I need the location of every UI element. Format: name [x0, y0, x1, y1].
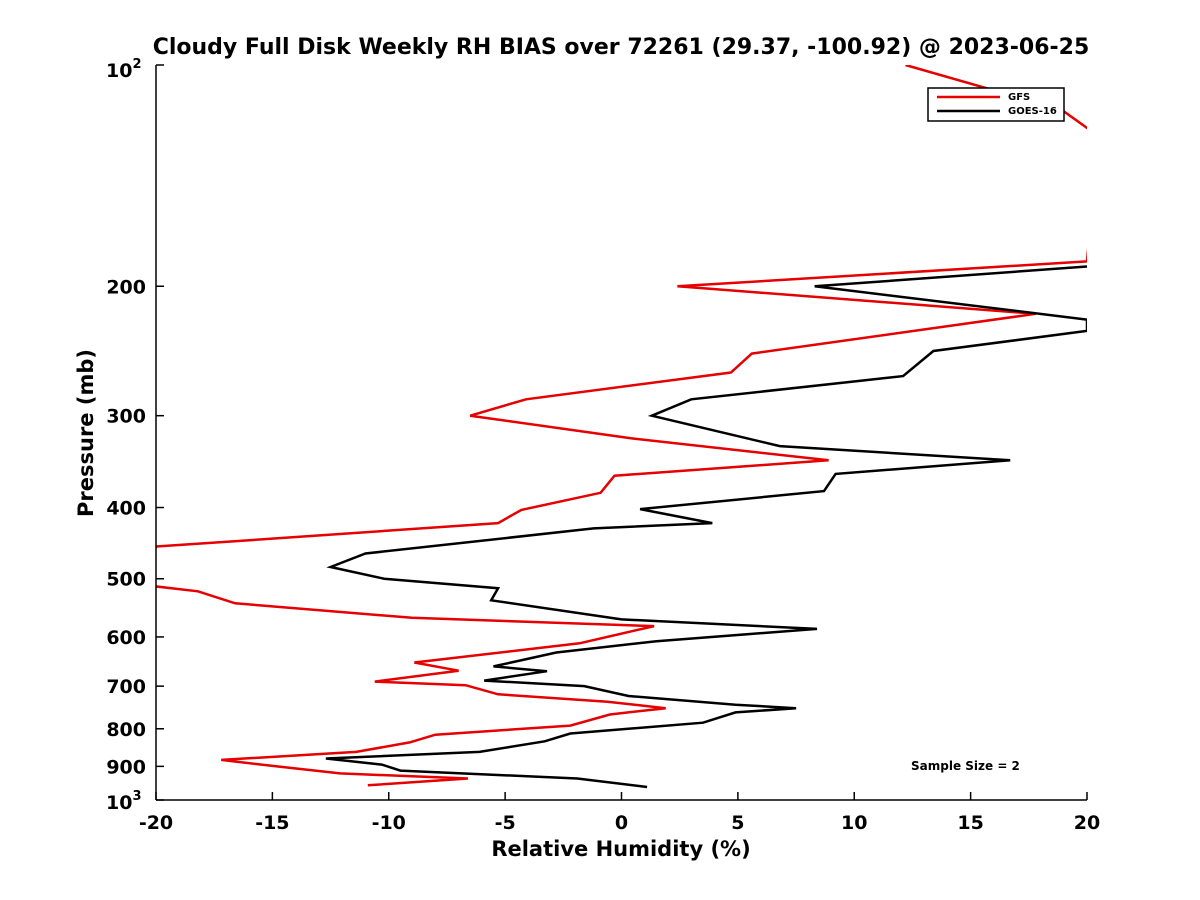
- chart-title: Cloudy Full Disk Weekly RH BIAS over 722…: [153, 35, 1090, 60]
- x-ticks: -20 -15 -10 -5 0 5 10 15 20: [139, 792, 1100, 834]
- y-tick-label: 400: [106, 498, 146, 520]
- x-tick-label: 10: [841, 812, 867, 834]
- series-layer: [156, 65, 1087, 789]
- y-ticks: 200 300 400 500 600 700 800 900: [106, 64, 164, 801]
- y-tick-label: 700: [106, 676, 146, 698]
- y-axis-label: Pressure (mb): [74, 349, 98, 517]
- y-bottom-tick-base: 10: [106, 792, 132, 814]
- x-tick-label: 0: [615, 812, 628, 834]
- y-tick-label: 600: [106, 627, 146, 649]
- x-tick-label: -5: [495, 812, 516, 834]
- y-tick-label: 900: [106, 756, 146, 778]
- x-tick-label: 15: [957, 812, 983, 834]
- sample-size-annotation: Sample Size = 2: [911, 759, 1020, 773]
- legend-box: [927, 87, 1065, 122]
- series-line-gfs: [156, 65, 1087, 787]
- x-tick-label: -15: [255, 812, 289, 834]
- y-tick-label: 200: [106, 276, 146, 298]
- x-tick-label: -10: [372, 812, 406, 834]
- x-axis-label: Relative Humidity (%): [491, 837, 750, 861]
- y-tick-label: 300: [106, 406, 146, 428]
- x-tick-label: -20: [139, 812, 173, 834]
- legend: GFS GOES-16: [927, 87, 1065, 122]
- y-top-tick-label: 102: [106, 57, 142, 82]
- series-line-goes16: [325, 265, 1087, 789]
- legend-label-goes16: GOES-16: [1008, 106, 1057, 117]
- y-bottom-tick-exp: 3: [132, 789, 141, 804]
- y-bottom-tick-label: 103: [106, 789, 142, 814]
- x-tick-label: 20: [1074, 812, 1100, 834]
- y-top-tick-base: 10: [106, 60, 132, 82]
- y-tick-label: 800: [106, 719, 146, 741]
- x-tick-label: 5: [731, 812, 744, 834]
- legend-label-gfs: GFS: [1008, 92, 1030, 103]
- y-tick-label: 500: [106, 569, 146, 591]
- y-top-tick-exp: 2: [132, 57, 141, 72]
- axes: [155, 65, 1087, 801]
